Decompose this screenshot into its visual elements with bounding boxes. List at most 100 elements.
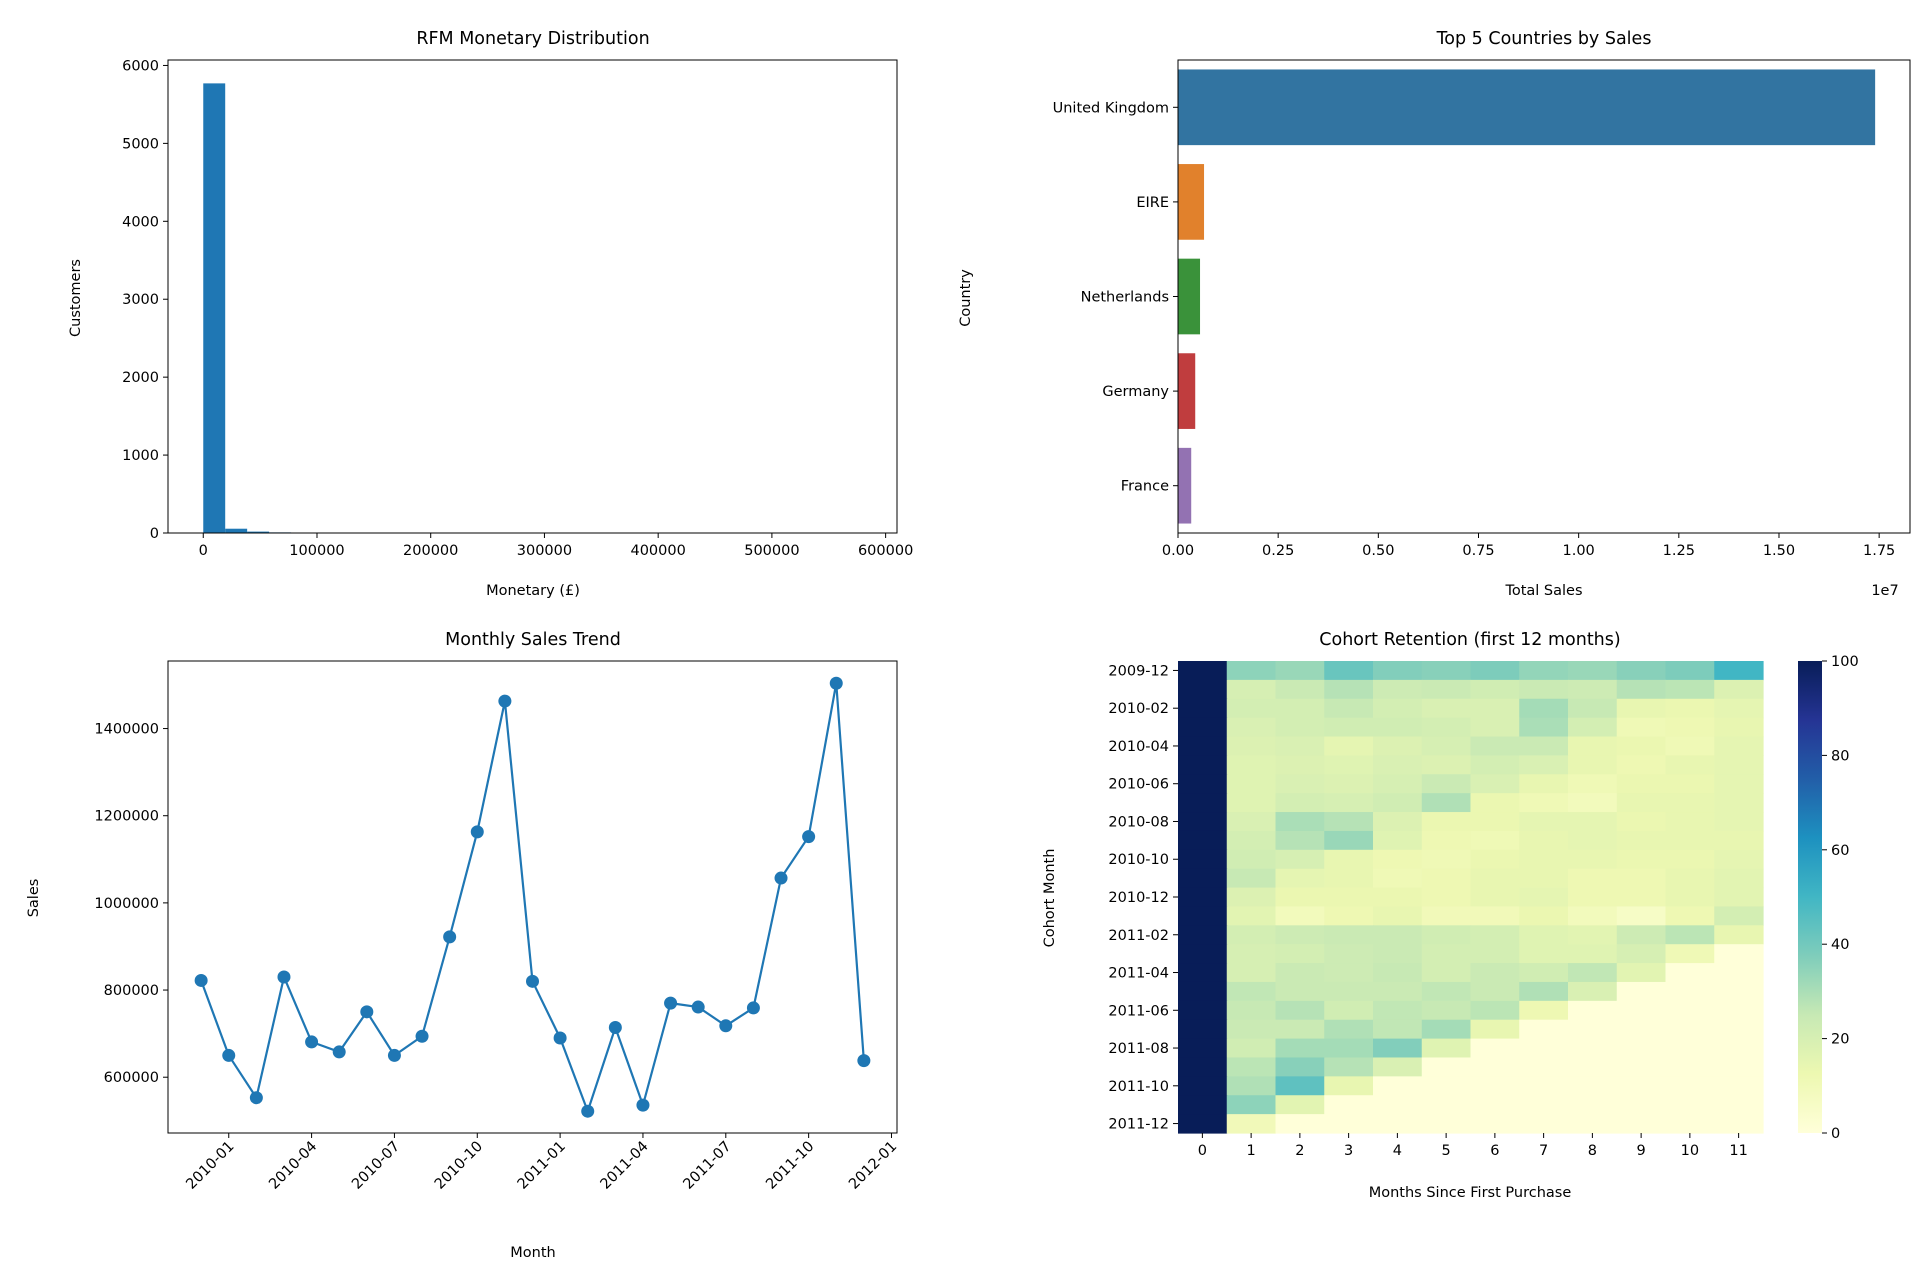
sales-point — [498, 694, 512, 708]
sales-point — [277, 970, 291, 984]
country-bar — [1178, 447, 1192, 524]
heatmap-cell — [1470, 661, 1520, 681]
heatmap-cell — [1421, 755, 1472, 775]
heatmap-cell — [1470, 906, 1520, 926]
heatmap-cell — [1275, 1095, 1325, 1115]
heatmap-cell — [1519, 812, 1569, 832]
heatmap-cell — [1665, 849, 1715, 870]
heatmap-cell — [1568, 1095, 1618, 1115]
heatmap-cell — [1616, 887, 1667, 908]
heatmap-cell — [1373, 925, 1423, 945]
heatmap-cell — [1665, 925, 1715, 945]
heatmap-cell — [1568, 661, 1618, 681]
heatmap-cell — [1665, 1038, 1715, 1059]
sales-point — [719, 1019, 733, 1033]
heatmap-cell — [1519, 849, 1569, 870]
heat-x-tick-label: 8 — [1588, 1143, 1597, 1159]
heatmap-cell — [1616, 981, 1667, 1002]
heatmap-cell — [1275, 661, 1325, 681]
heatmap-cell — [1714, 981, 1764, 1002]
heatmap-cell — [1421, 1114, 1472, 1134]
heatmap-cell — [1616, 793, 1667, 813]
heatmap-cell — [1519, 755, 1569, 775]
heatmap-cell — [1568, 906, 1618, 926]
heat-y-tick-label: 2010-10 — [1108, 852, 1169, 868]
heatmap-cell — [1519, 944, 1569, 964]
heatmap-cell — [1714, 1038, 1764, 1059]
heatmap-cell — [1275, 1057, 1325, 1077]
heatmap-cell — [1421, 906, 1472, 926]
heatmap-cell — [1616, 661, 1667, 681]
heatmap-cell — [1568, 849, 1618, 870]
heatmap-cell — [1665, 981, 1715, 1002]
heatmap-cell — [1324, 679, 1374, 700]
sales-point — [664, 996, 678, 1010]
sales-point — [387, 1048, 401, 1062]
hist-bar — [203, 83, 226, 534]
heatmap-cell — [1178, 830, 1228, 851]
bar-xlabel: Total Sales — [1504, 583, 1582, 599]
heatmap-cell — [1275, 1114, 1325, 1134]
heatmap-cell — [1226, 1076, 1277, 1096]
heatmap-cell — [1470, 868, 1520, 889]
heatmap-cell — [1568, 1038, 1618, 1059]
hist-title: RFM Monetary Distribution — [416, 29, 649, 49]
heatmap-cell — [1373, 1076, 1423, 1096]
heatmap-cell — [1275, 963, 1325, 983]
hist-y-tick-label: 0 — [150, 526, 159, 542]
heatmap-cell — [1665, 1019, 1715, 1040]
heatmap-cell — [1714, 1000, 1764, 1021]
heatmap-cell — [1616, 849, 1667, 870]
heatmap-cell — [1519, 981, 1569, 1002]
line-ylabel: Sales — [26, 879, 42, 918]
heatmap-cell — [1616, 830, 1667, 851]
heatmap-cell — [1324, 868, 1374, 889]
heatmap-cell — [1665, 774, 1715, 794]
heatmap-cell — [1226, 698, 1277, 719]
heat-x-tick-label: 10 — [1681, 1143, 1699, 1159]
heatmap-cell — [1421, 849, 1472, 870]
heatmap-cell — [1665, 1000, 1715, 1021]
heatmap-cell — [1226, 1019, 1277, 1040]
heatmap-cell — [1714, 1019, 1764, 1040]
heatmap-cell — [1616, 925, 1667, 945]
heatmap-cell — [1616, 679, 1667, 700]
heat-y-tick-label: 2010-06 — [1108, 777, 1169, 793]
hist-y-tick-label: 1000 — [122, 448, 159, 464]
heat-x-tick-label: 7 — [1539, 1143, 1548, 1159]
sales-point — [581, 1104, 595, 1118]
heatmap-cell — [1178, 1076, 1228, 1096]
heatmap-cell — [1275, 812, 1325, 832]
heatmap-cell — [1470, 774, 1520, 794]
line-axes-frame — [167, 660, 898, 1134]
heatmap-cell — [1519, 774, 1569, 794]
hist-y-tick-label: 3000 — [122, 292, 159, 308]
line-y-tick-label: 1000000 — [94, 896, 159, 912]
heatmap-cell — [1421, 1000, 1472, 1021]
heatmap-cell — [1226, 755, 1277, 775]
heatmap-cell — [1519, 1038, 1569, 1059]
sales-point — [415, 1029, 429, 1043]
heatmap-cell — [1324, 849, 1374, 870]
heatmap-cell — [1178, 812, 1228, 832]
heatmap-cell — [1324, 1095, 1374, 1115]
sales-point — [829, 676, 843, 690]
heatmap-cell — [1470, 755, 1520, 775]
heatmap-cell — [1421, 679, 1472, 700]
heatmap-cell — [1226, 868, 1277, 889]
heatmap-cell — [1178, 849, 1228, 870]
heatmap-cell — [1616, 736, 1667, 756]
hist-y-tick-label: 6000 — [122, 58, 159, 74]
heatmap-cell — [1470, 698, 1520, 719]
heatmap-cell — [1324, 1114, 1374, 1134]
hist-axes-frame — [167, 59, 898, 534]
heatmap-cell — [1470, 830, 1520, 851]
heatmap-cell — [1470, 1095, 1520, 1115]
heatmap-cell — [1568, 830, 1618, 851]
heatmap-cell — [1226, 849, 1277, 870]
bar-x-tick-label: 0.75 — [1462, 543, 1494, 559]
sales-point — [332, 1045, 346, 1059]
heatmap-cell — [1616, 812, 1667, 832]
heatmap-cell — [1275, 868, 1325, 889]
country-bar — [1178, 353, 1196, 429]
